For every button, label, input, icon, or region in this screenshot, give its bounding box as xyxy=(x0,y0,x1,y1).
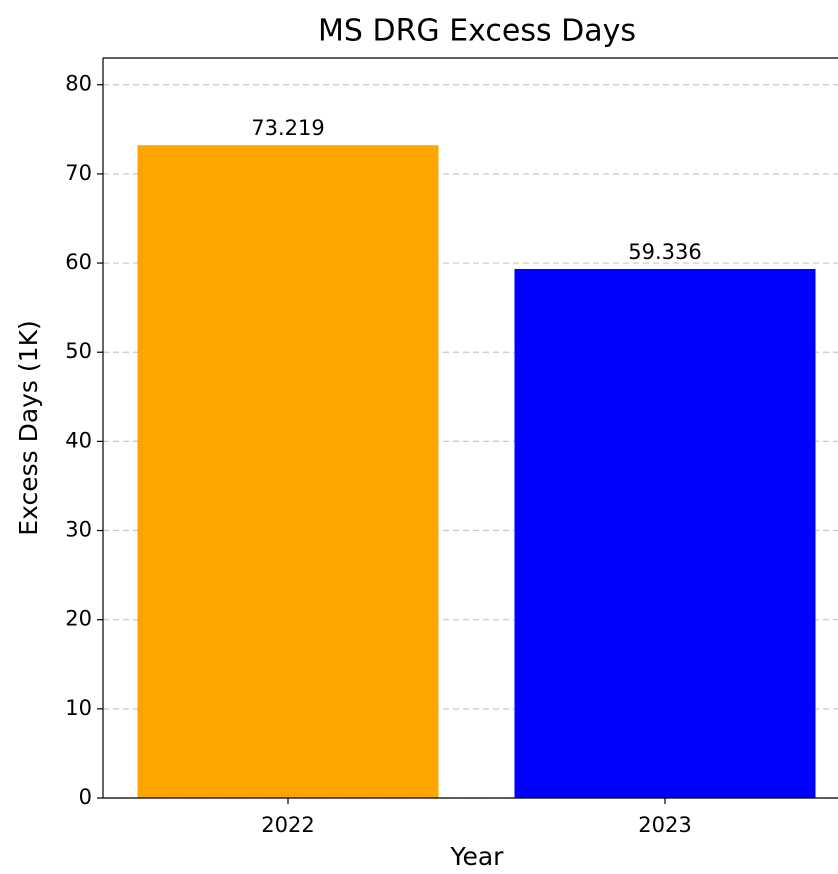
y-tick-label: 70 xyxy=(65,161,92,185)
data-label: 59.336 xyxy=(628,240,701,264)
y-tick-label: 30 xyxy=(65,518,92,542)
y-tick-label: 0 xyxy=(79,785,92,809)
y-tick-label: 60 xyxy=(65,250,92,274)
data-label: 73.219 xyxy=(251,116,324,140)
bar xyxy=(137,145,439,798)
chart-title: MS DRG Excess Days xyxy=(318,14,636,49)
y-tick-label: 80 xyxy=(65,72,92,96)
bar xyxy=(514,268,816,799)
x-tick-label: 2023 xyxy=(638,813,691,837)
y-tick-label: 20 xyxy=(65,607,92,631)
x-axis-label: Year xyxy=(450,842,505,871)
y-tick-label: 10 xyxy=(65,696,92,720)
y-tick-label: 40 xyxy=(65,428,92,452)
x-tick-label: 2022 xyxy=(261,813,314,837)
y-tick-label: 50 xyxy=(65,339,92,363)
y-axis-label: Excess Days (1K) xyxy=(14,320,43,535)
